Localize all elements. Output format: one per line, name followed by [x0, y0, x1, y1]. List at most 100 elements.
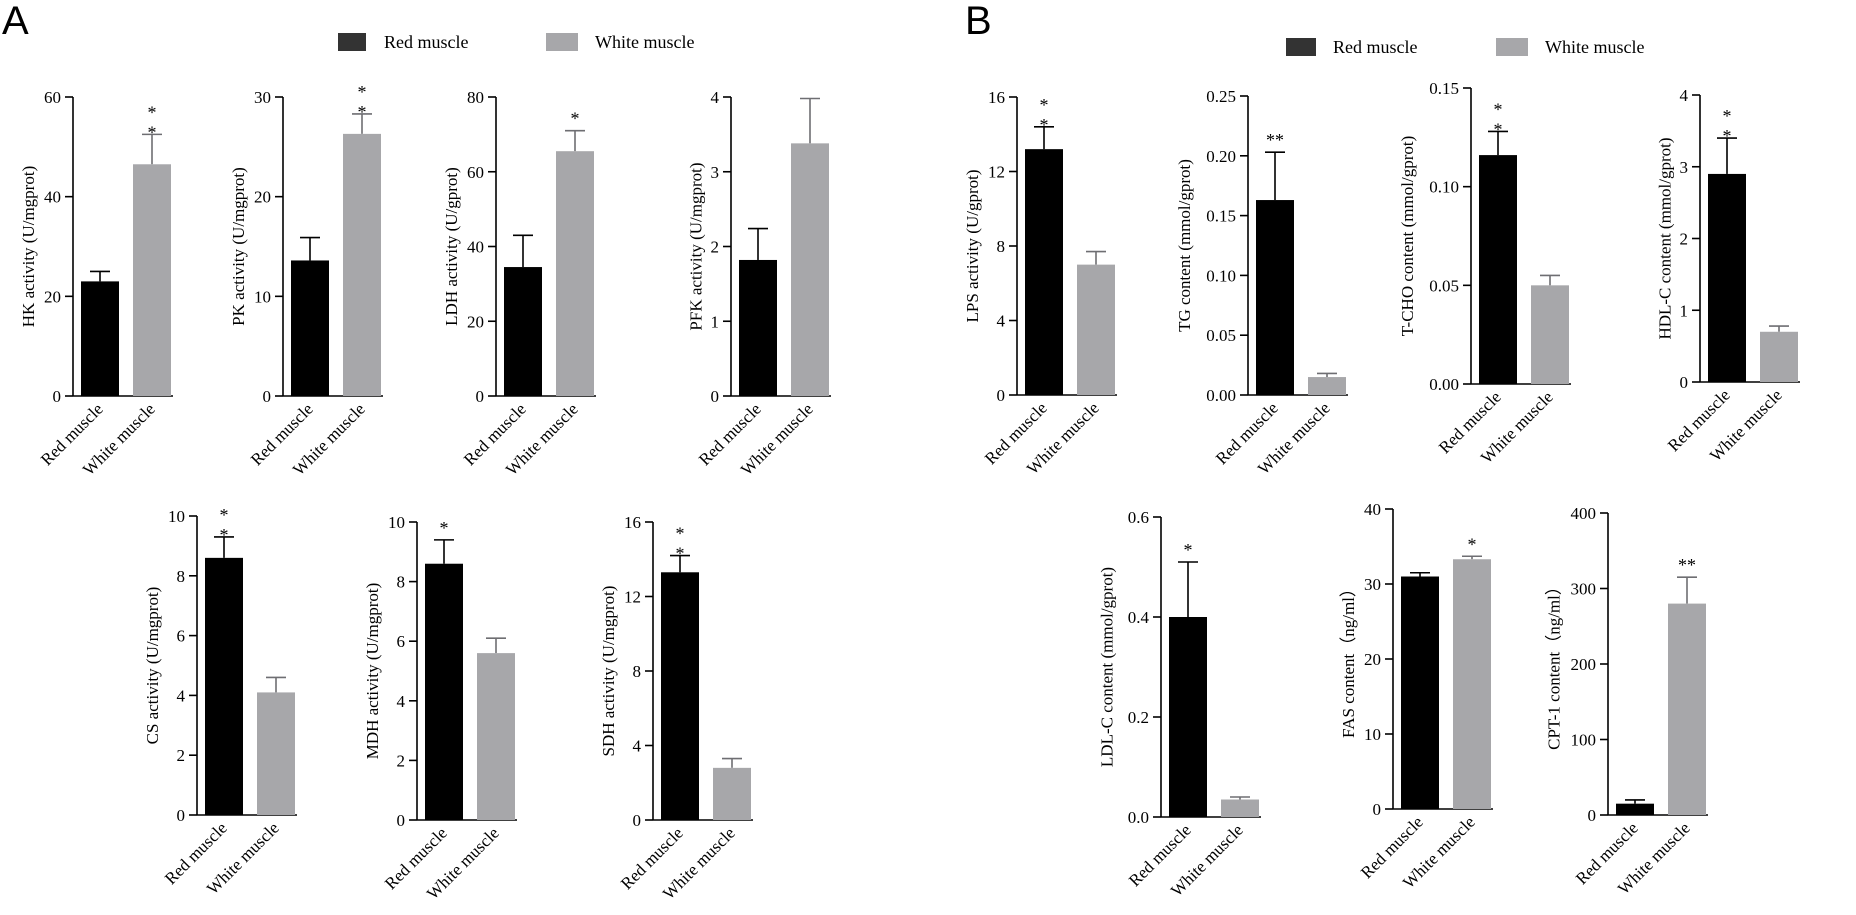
y-tick-label: 0 — [997, 386, 1006, 405]
significance-marker: * — [440, 518, 449, 538]
y-tick-label: 20 — [44, 287, 61, 306]
y-tick-label: 2 — [1680, 230, 1689, 249]
y-axis-label: MDH activity (U/mgprot) — [363, 583, 382, 760]
y-axis-label: LDH activity (U/gprot) — [442, 167, 461, 326]
y-tick-label: 4 — [711, 88, 720, 107]
legend-white-swatch — [546, 33, 578, 51]
bar-white-muscle — [1077, 264, 1115, 395]
y-axis-label: TG content (mmol/gprot) — [1175, 159, 1194, 332]
bar-white-muscle — [791, 143, 829, 396]
y-tick-label: 4 — [1680, 86, 1689, 105]
legend-red-label: Red muscle — [1333, 37, 1417, 57]
y-axis-label: HK activity (U/mgprot) — [19, 166, 38, 327]
bar-white-muscle — [1308, 377, 1346, 395]
y-axis-label: SDH activity (U/mgprot) — [599, 586, 618, 757]
y-tick-label: 0.15 — [1206, 207, 1236, 226]
y-tick-label: 8 — [633, 662, 642, 681]
bar-red-muscle — [504, 267, 542, 396]
y-tick-label: 12 — [988, 163, 1005, 182]
legend-red-swatch — [1286, 38, 1316, 56]
significance-marker: * — [1184, 540, 1193, 560]
bar-white-muscle — [1453, 559, 1491, 809]
y-tick-label: 12 — [624, 588, 641, 607]
bar-red-muscle — [1025, 149, 1063, 395]
y-axis-label: HDL-C content (mmol/gprot) — [1656, 137, 1675, 339]
significance-marker: * — [571, 109, 580, 129]
y-tick-label: 8 — [997, 237, 1006, 256]
bar-red-muscle — [661, 572, 699, 820]
y-axis-label: CS activity (U/mgprot) — [143, 587, 162, 745]
y-tick-label: 0.20 — [1206, 147, 1236, 166]
y-tick-label: 60 — [44, 88, 61, 107]
y-tick-label: 0.4 — [1128, 608, 1150, 627]
y-tick-label: 0 — [1680, 373, 1689, 392]
y-tick-label: 0 — [711, 387, 720, 406]
y-tick-label: 2 — [397, 751, 406, 770]
y-tick-label: 10 — [168, 507, 185, 526]
y-axis-label: LPS activity (U/gprot) — [963, 170, 982, 323]
y-tick-label: 40 — [467, 238, 484, 257]
significance-marker: ** — [676, 524, 685, 564]
y-tick-label: 0 — [177, 806, 186, 825]
y-tick-label: 30 — [1364, 575, 1381, 594]
y-tick-label: 400 — [1571, 504, 1597, 523]
y-tick-label: 4 — [397, 692, 406, 711]
y-tick-label: 0 — [263, 387, 272, 406]
legend-white-swatch — [1496, 38, 1528, 56]
panel-letter-b: B — [965, 0, 992, 43]
y-tick-label: 0 — [53, 387, 62, 406]
bar-white-muscle — [1760, 331, 1798, 382]
y-tick-label: 40 — [1364, 500, 1381, 519]
significance-marker: * — [1468, 534, 1477, 554]
y-tick-label: 3 — [1680, 158, 1689, 177]
y-tick-label: 0.0 — [1128, 808, 1149, 827]
y-tick-label: 0.25 — [1206, 87, 1236, 106]
y-tick-label: 6 — [397, 632, 406, 651]
significance-marker: ** — [1723, 106, 1732, 146]
y-tick-label: 0 — [476, 387, 485, 406]
y-axis-label: FAS content（ng/ml） — [1339, 580, 1358, 738]
y-tick-label: 0.10 — [1206, 266, 1236, 285]
y-tick-label: 0.00 — [1206, 386, 1236, 405]
y-axis-label: PFK activity (U/mgprot) — [687, 162, 706, 330]
bar-white-muscle — [1221, 799, 1259, 817]
y-axis-label: T-CHO content (mmol/gprot) — [1398, 136, 1417, 337]
y-tick-label: 1 — [1680, 301, 1689, 320]
bar-red-muscle — [1479, 155, 1517, 384]
y-tick-label: 0.2 — [1128, 708, 1149, 727]
y-tick-label: 0.15 — [1429, 79, 1459, 98]
y-tick-label: 20 — [1364, 650, 1381, 669]
y-tick-label: 8 — [397, 573, 406, 592]
y-tick-label: 4 — [997, 312, 1006, 331]
bar-red-muscle — [81, 281, 119, 396]
legend-b: Red muscle White muscle — [1286, 37, 1644, 57]
y-axis-label: PK activity (U/mgprot) — [229, 167, 248, 326]
y-tick-label: 200 — [1571, 655, 1597, 674]
bar-red-muscle — [1616, 803, 1654, 815]
bar-red-muscle — [1708, 173, 1746, 382]
y-tick-label: 100 — [1571, 731, 1597, 750]
y-tick-label: 60 — [467, 163, 484, 182]
bar-white-muscle — [556, 151, 594, 396]
chart-tcho: 0.00 0.05 0.10 0.15 T-CHO content (mmol/gpro… — [1398, 79, 1571, 467]
y-tick-label: 0 — [1373, 800, 1382, 819]
y-tick-label: 2 — [711, 238, 720, 257]
y-axis-label: CPT-1 content（ng/ml） — [1545, 578, 1564, 750]
bar-white-muscle — [133, 164, 171, 396]
bar-red-muscle — [1169, 617, 1207, 817]
y-tick-label: 80 — [467, 88, 484, 107]
y-tick-label: 30 — [254, 88, 271, 107]
y-tick-label: 2 — [177, 746, 186, 765]
y-tick-label: 10 — [388, 513, 405, 532]
